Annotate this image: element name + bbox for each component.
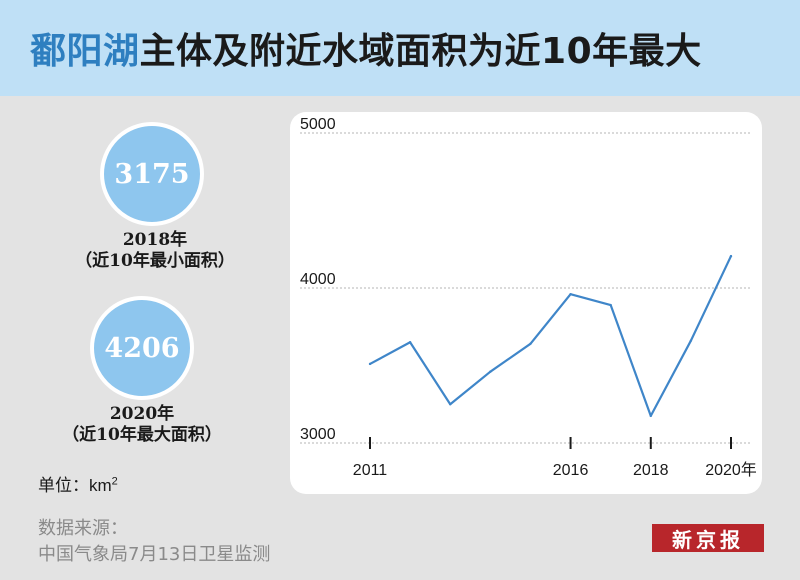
min-area-year: 2018年 — [122, 230, 188, 250]
x-tick-label: 2018 — [633, 462, 669, 479]
data-point — [689, 339, 693, 342]
data-point — [408, 341, 412, 344]
area-line-chart: 3000 4000 5000 2011 2016 2018 2020年 — [300, 116, 757, 479]
min-area-badge: 3175 — [100, 122, 204, 226]
max-area-note: （近10年最大面积） — [62, 425, 222, 445]
data-point — [729, 254, 733, 258]
y-tick-label: 4000 — [300, 271, 336, 288]
x-tick-label: 2020年 — [705, 461, 757, 479]
title-highlight: 鄱阳湖 — [30, 31, 140, 72]
min-area-value: 3175 — [114, 158, 190, 190]
source-label: 数据来源： — [38, 518, 128, 539]
header-banner: 鄱阳湖主体及附近水域面积为近10年最大 — [0, 0, 800, 96]
x-tick-label: 2016 — [553, 462, 589, 479]
unit-label: 单位：km2 — [38, 471, 118, 496]
max-area-caption: 2020年 （近10年最大面积） — [22, 404, 262, 446]
unit-text: 单位：km — [38, 476, 112, 495]
chart-card: 3000 4000 5000 2011 2016 2018 2020年 — [290, 112, 762, 494]
max-area-value: 4206 — [104, 332, 180, 364]
source-text: 中国气象局7月13日卫星监测 — [38, 544, 271, 565]
y-tick-label: 5000 — [300, 116, 336, 133]
max-area-year: 2020年 — [109, 404, 175, 424]
series-line — [369, 255, 732, 417]
x-tick-label: 2011 — [353, 462, 388, 479]
max-area-badge: 4206 — [90, 296, 194, 400]
data-point — [609, 303, 612, 307]
min-area-note: （近10年最小面积） — [75, 251, 235, 271]
data-point — [529, 342, 532, 345]
data-point — [569, 293, 572, 296]
data-point — [449, 403, 452, 406]
unit-superscript: 2 — [111, 475, 118, 488]
data-point — [649, 414, 652, 418]
y-tick-label: 3000 — [300, 426, 336, 443]
title-rest: 主体及附近水域面积为近10年最大 — [139, 31, 702, 72]
data-point — [489, 370, 492, 373]
brand-logo: 新京报 — [652, 524, 764, 552]
min-area-caption: 2018年 （近10年最小面积） — [40, 230, 270, 272]
page-title: 鄱阳湖主体及附近水域面积为近10年最大 — [30, 22, 702, 74]
data-point — [368, 362, 372, 366]
